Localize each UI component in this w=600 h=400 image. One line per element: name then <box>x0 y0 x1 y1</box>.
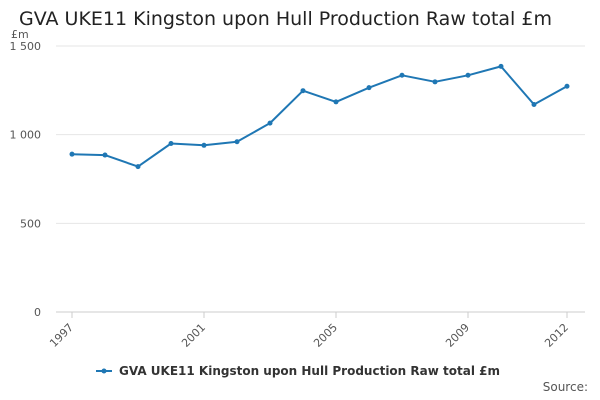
y-axis-ticks: 0 500 1 000 1 500 <box>10 40 42 319</box>
legend: GVA UKE11 Kingston upon Hull Production … <box>95 364 500 378</box>
series-line <box>71 65 568 168</box>
data-point <box>267 120 273 126</box>
y-tick-label: 500 <box>20 217 41 230</box>
data-point <box>201 142 207 148</box>
data-point <box>564 83 570 89</box>
y-tick-label: 1 500 <box>10 40 42 53</box>
x-tick-label: 2012 <box>542 321 571 350</box>
gridlines <box>56 45 585 313</box>
data-point <box>531 102 537 108</box>
series-group <box>69 63 570 170</box>
y-tick-label: 1 000 <box>10 129 42 142</box>
data-point <box>366 85 372 91</box>
y-tick-label: 0 <box>34 306 41 319</box>
data-point <box>333 99 339 105</box>
data-point <box>234 139 240 145</box>
x-axis-ticks: 1997 2001 2005 2009 2012 <box>47 312 571 350</box>
legend-swatch <box>96 368 112 374</box>
source-label: Source: <box>542 380 588 394</box>
data-point <box>168 141 174 147</box>
data-point <box>498 63 504 69</box>
data-point <box>102 152 108 158</box>
data-point <box>300 88 306 94</box>
x-tick-label: 1997 <box>47 321 76 350</box>
legend-label: GVA UKE11 Kingston upon Hull Production … <box>119 364 500 378</box>
data-point <box>399 72 405 78</box>
x-tick-label: 2009 <box>443 321 472 350</box>
data-point <box>135 164 141 170</box>
data-point <box>432 79 438 85</box>
x-tick-label: 2001 <box>179 321 208 350</box>
data-point <box>465 72 471 78</box>
data-point <box>69 151 75 157</box>
chart-title: GVA UKE11 Kingston upon Hull Production … <box>19 8 552 30</box>
x-tick-label: 2005 <box>311 321 340 350</box>
y-unit-label: £m <box>11 28 29 41</box>
